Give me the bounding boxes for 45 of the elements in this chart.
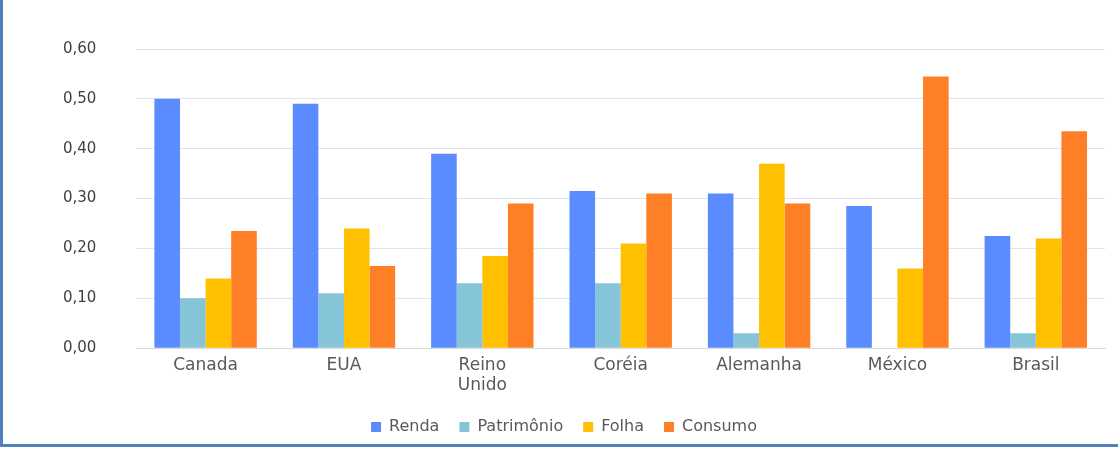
bar [595,283,621,348]
bar [984,236,1011,348]
y-tick-label: 0,10 [62,288,97,307]
bar [733,333,760,348]
bar [154,98,180,348]
bar [923,76,949,348]
bar [231,231,257,348]
bar [1010,333,1036,348]
y-tick-label: 0,20 [62,238,97,257]
bar [897,268,924,348]
legend-label: Patrimônio [477,416,564,436]
x-tick-label: Reino Unido [457,353,507,395]
bar [646,193,672,348]
bar [292,103,319,348]
bar [318,293,344,348]
bar [343,228,370,348]
bar [707,193,734,348]
x-tick-label: Canada [173,353,238,374]
legend-label: Renda [389,416,440,436]
bar [784,203,811,348]
bar [456,283,483,348]
bar [759,163,785,348]
bar [620,243,647,348]
x-tick-label: México [867,353,928,374]
bar [482,255,508,348]
y-tick-label: 0,00 [62,338,97,357]
legend-label: Folha [601,416,644,436]
bar [179,298,206,348]
legend-label: Consumo [681,416,757,436]
y-tick-label: 0,60 [62,38,97,57]
bar [431,153,457,348]
y-tick-label: 0,30 [62,188,97,207]
bar [846,206,872,348]
bar [507,203,534,348]
bar [1035,238,1062,348]
y-tick-label: 0,40 [62,138,97,157]
bar [1061,131,1088,348]
x-tick-label: EUA [326,353,362,374]
x-tick-label: Coréia [593,353,648,374]
x-tick-label: Alemanha [716,353,802,374]
bar [369,265,396,348]
x-tick-label: Brasil [1012,353,1060,374]
bar [569,191,596,348]
y-tick-label: 0,50 [62,88,97,107]
bar [205,278,232,348]
